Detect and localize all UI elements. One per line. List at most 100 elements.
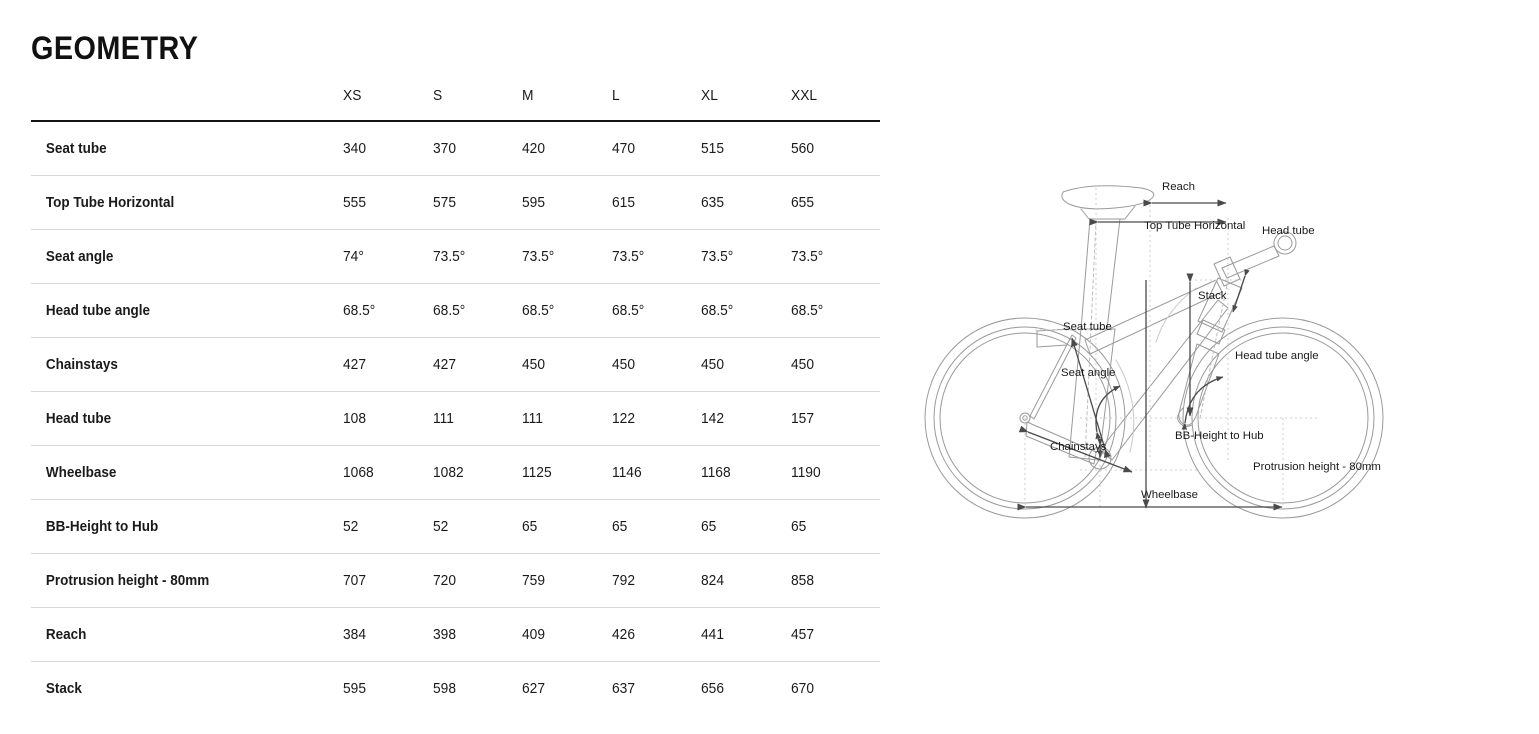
cell-value: 74° [343, 229, 429, 284]
label-stack: Stack [1198, 290, 1227, 302]
row-label: BB-Height to Hub [31, 499, 322, 554]
label-reach: Reach [1162, 181, 1195, 193]
geometry-table: XS S M L XL XXL Seat tube 340 370 420 47… [31, 88, 880, 715]
cell-value: 450 [522, 337, 608, 392]
table-row: Wheelbase 1068 1082 1125 1146 1168 1190 [31, 445, 880, 500]
cell-value: 108 [343, 391, 429, 446]
cell-value: 142 [701, 391, 787, 446]
row-label: Wheelbase [31, 445, 322, 500]
cell-value: 759 [522, 553, 608, 608]
cell-value: 450 [790, 337, 876, 392]
row-label: Stack [45, 680, 82, 697]
bicycle-geometry-diagram: Reach Top Tube Horizontal Head tube Stac… [900, 160, 1539, 530]
column-header-m: M [522, 88, 534, 104]
cell-value: 65 [790, 499, 876, 554]
column-header-corner [31, 88, 328, 121]
head-tube-dimension-line [1232, 268, 1250, 313]
cell-value: 457 [790, 607, 876, 662]
rear-hub-dot [1022, 415, 1028, 421]
cell-value: 111 [522, 391, 608, 446]
cell-value: 409 [522, 607, 608, 662]
cell-value: 441 [701, 607, 787, 662]
cell-value: 340 [343, 121, 429, 176]
row-label: Reach [31, 607, 322, 662]
cell-value: 637 [611, 680, 635, 697]
table-header-row: XS S M L XL XXL [31, 88, 880, 121]
cell-value: 68.5° [790, 283, 876, 338]
label-protrusion-height: Protrusion height - 80mm [1253, 461, 1381, 473]
cell-value: 1168 [701, 445, 787, 500]
seat-tube-dimension-line [1071, 337, 1111, 459]
table-body: Seat tube 340 370 420 470 515 560 Top Tu… [31, 121, 880, 715]
cell-value: 615 [611, 175, 697, 230]
cell-value: 470 [611, 121, 697, 176]
cell-value: 370 [432, 121, 518, 176]
row-label: Top Tube Horizontal [31, 175, 322, 230]
cell-value: 707 [343, 553, 429, 608]
table-row: Stack 595 598 627 637 656 670 [31, 662, 880, 716]
label-head-tube-angle: Head tube angle [1235, 350, 1319, 362]
label-seat-angle: Seat angle [1061, 367, 1115, 379]
cell-value: 670 [790, 680, 814, 697]
cell-value: 515 [701, 121, 787, 176]
cell-value: 68.5° [701, 283, 787, 338]
bike-outline-group [924, 317, 1384, 519]
column-header-xl: XL [701, 88, 718, 104]
cell-value: 635 [701, 175, 787, 230]
cell-value: 68.5° [343, 283, 429, 338]
cell-value: 1068 [343, 445, 429, 500]
table-row: Seat tube 340 370 420 470 515 560 [31, 121, 880, 176]
column-header-xxl: XXL [790, 88, 817, 104]
rear-tire-arc-overlay [1115, 359, 1135, 453]
cell-value: 73.5° [432, 229, 518, 284]
cell-value: 427 [343, 337, 429, 392]
seat-angle-arc [1095, 385, 1121, 439]
table-row: Head tube 108 111 111 122 142 157 [31, 391, 880, 446]
cell-value: 73.5° [701, 229, 787, 284]
fork-lower [1178, 343, 1220, 426]
cell-value: 65 [611, 499, 697, 554]
cell-value: 420 [522, 121, 608, 176]
cell-value: 427 [432, 337, 518, 392]
cell-value: 655 [790, 175, 876, 230]
table-row: Protrusion height - 80mm 707 720 759 792… [31, 553, 880, 608]
cell-value: 65 [522, 499, 608, 554]
label-wheelbase: Wheelbase [1141, 489, 1198, 501]
cell-value: 555 [343, 175, 429, 230]
cell-value: 384 [343, 607, 429, 662]
cell-value: 68.5° [611, 283, 697, 338]
stem [1221, 245, 1280, 279]
cell-value: 65 [701, 499, 787, 554]
label-top-tube-horizontal: Top Tube Horizontal [1144, 220, 1245, 232]
row-label: Chainstays [31, 337, 322, 392]
row-label: Seat angle [31, 229, 322, 284]
dimension-arrows-group [1017, 199, 1283, 511]
dimension-labels-group: Reach Top Tube Horizontal Head tube Stac… [1050, 181, 1381, 501]
table-header: XS S M L XL XXL [31, 88, 880, 121]
seatpost [1080, 218, 1121, 330]
cell-value: 1125 [522, 445, 608, 500]
cell-value: 575 [432, 175, 518, 230]
cell-value: 560 [790, 121, 876, 176]
cell-value: 68.5° [432, 283, 518, 338]
cell-value: 598 [432, 680, 456, 697]
fork-upper [1196, 319, 1226, 345]
label-chainstays: Chainstays [1050, 441, 1107, 453]
cell-value: 824 [701, 553, 787, 608]
cell-value: 398 [432, 607, 518, 662]
cell-value: 157 [790, 391, 876, 446]
page-title: GEOMETRY [31, 30, 199, 66]
cell-value: 858 [790, 553, 876, 608]
cell-value: 1190 [790, 445, 876, 500]
table-row: BB-Height to Hub 52 52 65 65 65 65 [31, 499, 880, 554]
cell-value: 52 [432, 499, 518, 554]
table-row: Reach 384 398 409 426 441 457 [31, 607, 880, 662]
cell-value: 73.5° [790, 229, 876, 284]
cell-value: 627 [522, 680, 546, 697]
column-header-s: S [432, 88, 443, 104]
row-label: Head tube angle [31, 283, 322, 338]
handlebar-clamp [1273, 231, 1297, 255]
cell-value: 68.5° [522, 283, 608, 338]
cell-value: 1146 [611, 445, 697, 500]
saddle [1061, 185, 1155, 210]
